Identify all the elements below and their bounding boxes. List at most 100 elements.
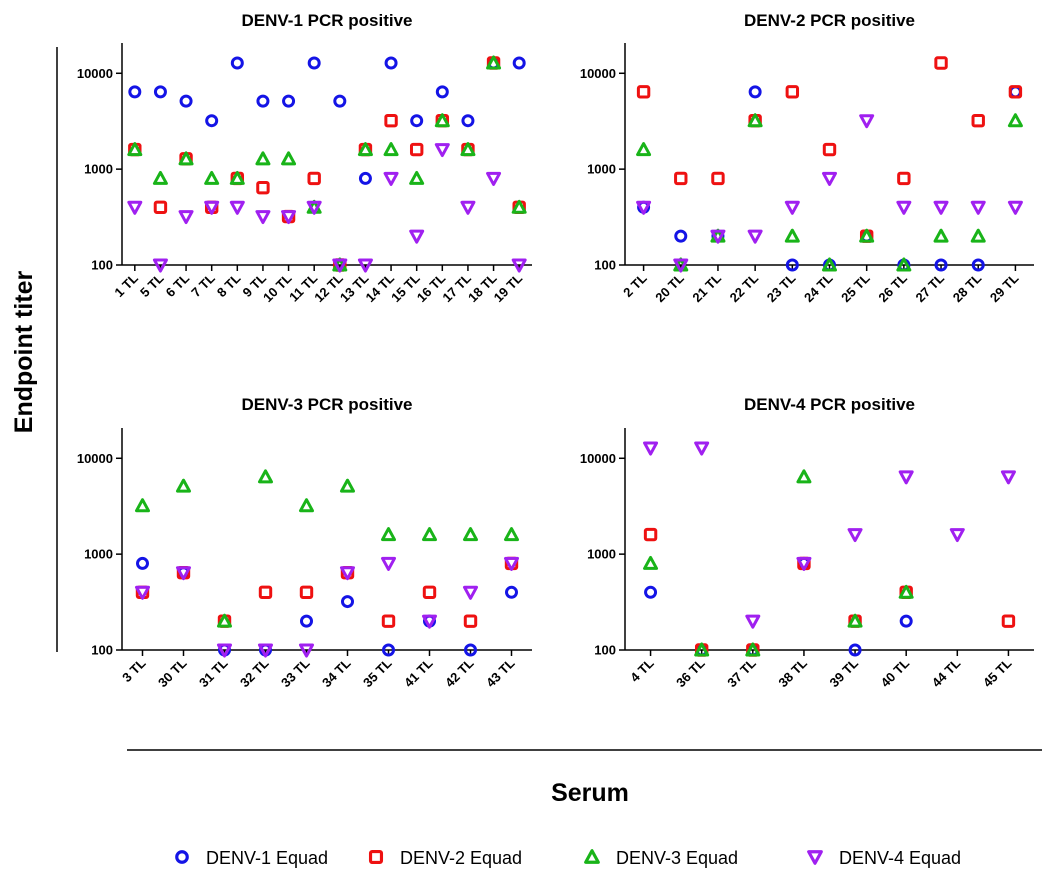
data-point-denv-3-equad (409, 170, 425, 185)
x-tick-label: 40 TL (878, 655, 913, 690)
data-point-denv-3-equad (434, 113, 450, 128)
data-point-denv-3-equad (859, 228, 875, 243)
x-tick-label: 28 TL (950, 270, 985, 305)
data-point-denv-1-equad (128, 85, 142, 99)
legend-label: DENV-3 Equad (616, 848, 738, 868)
x-tick-label: 24 TL (801, 270, 836, 305)
data-point-denv-2-equad (256, 181, 270, 195)
data-point-denv-4-equad (643, 441, 659, 456)
data-point-denv-1-equad (644, 585, 658, 599)
y-tick-label: 100 (594, 258, 616, 273)
x-tick-label: 10 TL (260, 270, 295, 305)
x-tick-label: 34 TL (319, 655, 354, 690)
y-tick-label: 1000 (587, 162, 616, 177)
x-tick-label: 3 TL (119, 655, 149, 685)
x-tick-label: 26 TL (875, 270, 910, 305)
data-point-denv-4-equad (434, 143, 450, 158)
data-point-denv-1-equad (358, 171, 372, 185)
data-point-denv-4-equad (504, 556, 519, 571)
data-point-denv-3-equad (204, 170, 220, 185)
data-point-denv-2-equad (384, 114, 398, 128)
legend-item-denv-4-equad: DENV-4 Equad (807, 848, 961, 868)
data-point-denv-3-equad (281, 151, 297, 166)
data-point-denv-4-equad (258, 643, 273, 658)
y-tick-label: 1000 (84, 547, 113, 562)
data-point-denv-1-equad (748, 85, 762, 99)
x-tick-label: 45 TL (980, 655, 1015, 690)
data-point-denv-3-equad (299, 498, 314, 513)
data-point-denv-3-equad (694, 642, 710, 657)
data-point-denv-4-equad (152, 258, 168, 273)
x-tick-label: 14 TL (363, 270, 398, 305)
x-tick-label: 42 TL (442, 655, 477, 690)
data-point-denv-1-equad (300, 614, 313, 628)
y-tick-label: 100 (594, 643, 616, 658)
x-tick-label: 41 TL (401, 655, 436, 690)
panel-denv-2-pcr-positive: DENV-2 PCR positive 100 1000 10000 2 TL 20 TL… (580, 11, 1034, 305)
data-point-denv-3-equad (340, 478, 355, 493)
legend-label: DENV-4 Equad (839, 848, 961, 868)
data-point-denv-1-equad (282, 94, 296, 108)
legend-marker-square (368, 849, 384, 865)
data-point-denv-3-equad (504, 527, 519, 542)
x-tick-label: 37 TL (724, 655, 759, 690)
data-point-denv-4-equad (217, 643, 232, 658)
legend: DENV-1 Equad DENV-2 Equad DENV-3 Equad DENV… (175, 848, 961, 868)
data-point-denv-1-equad (785, 258, 799, 272)
x-tick-label: 22 TL (727, 270, 762, 305)
x-tick-label: 39 TL (827, 655, 862, 690)
x-tick-label: 36 TL (673, 655, 708, 690)
data-point-denv-1-equad (307, 56, 321, 70)
data-point-denv-3-equad (747, 113, 763, 128)
data-point-denv-2-equad (636, 85, 651, 99)
data-point-denv-3-equad (796, 469, 812, 484)
data-point-denv-4-equad (511, 258, 527, 273)
legend-label: DENV-1 Equad (206, 848, 328, 868)
data-point-denv-1-equad (230, 56, 244, 70)
data-point-denv-3-equad (217, 613, 232, 628)
data-point-denv-3-equad (1007, 113, 1023, 128)
data-point-denv-3-equad (460, 142, 476, 157)
x-tick-label: 12 TL (311, 270, 346, 305)
legend-marker-triangle-down (807, 850, 823, 865)
data-point-denv-4-equad (463, 585, 478, 600)
data-point-denv-4-equad (970, 200, 986, 215)
data-point-denv-3-equad (745, 642, 761, 657)
x-tick-label: 38 TL (775, 655, 810, 690)
y-tick-label: 100 (91, 643, 113, 658)
data-point-denv-4-equad (422, 614, 437, 629)
x-tick-label: 6 TL (163, 270, 193, 300)
data-point-denv-3-equad (255, 151, 271, 166)
x-tick-label: 1 TL (111, 270, 141, 300)
data-point-denv-1-equad (934, 258, 948, 272)
x-tick-label: 44 TL (929, 655, 964, 690)
data-point-denv-1-equad (136, 556, 149, 570)
data-point-denv-2-equad (897, 171, 911, 186)
data-point-denv-2-equad (463, 614, 478, 628)
data-point-denv-4-equad (796, 556, 812, 571)
x-tick-label: 32 TL (237, 655, 272, 690)
panel-title: DENV-4 PCR positive (744, 395, 915, 414)
y-tick-label: 1000 (587, 547, 616, 562)
data-point-denv-4-equad (784, 200, 800, 215)
x-tick-label: 8 TL (214, 270, 244, 300)
y-tick-label: 10000 (580, 66, 616, 81)
x-tick-label: 21 TL (689, 270, 724, 305)
panel-denv-1-pcr-positive: DENV-1 PCR positive 100 1000 10000 1 TL5 TL6… (77, 11, 532, 305)
data-point-denv-4-equad (745, 614, 761, 629)
data-point-denv-1-equad (341, 595, 354, 609)
data-point-denv-2-equad (1008, 85, 1023, 99)
data-point-denv-2-equad (299, 585, 314, 599)
data-point-denv-4-equad (1000, 470, 1016, 485)
data-point-denv-3-equad (127, 142, 143, 157)
data-point-denv-3-equad (847, 613, 863, 628)
panel-title: DENV-3 PCR positive (242, 395, 413, 414)
data-point-denv-1-equad (382, 643, 395, 657)
data-point-denv-2-equad (1001, 614, 1016, 628)
data-point-denv-3-equad (178, 151, 194, 166)
data-point-denv-1-equad (179, 94, 193, 108)
data-point-denv-2-equad (822, 142, 837, 157)
data-point-denv-2-equad (153, 200, 168, 214)
panel-title: DENV-1 PCR positive (242, 11, 413, 30)
